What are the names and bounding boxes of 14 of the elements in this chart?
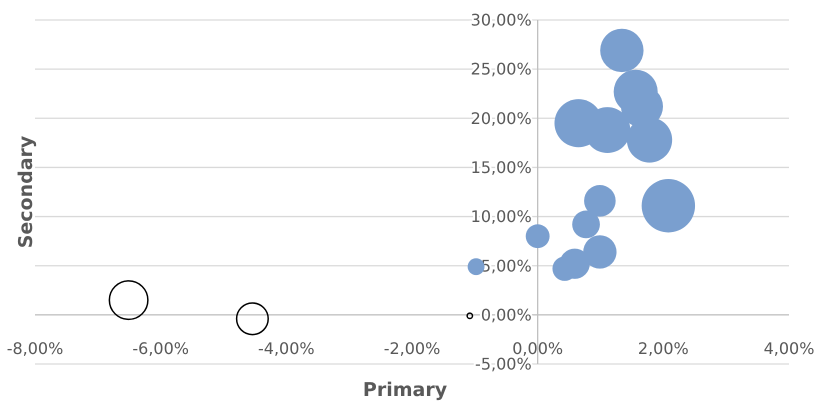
y-tick-label: 0,00%	[480, 305, 532, 324]
x-tick-label: -6,00%	[132, 339, 189, 358]
y-axis-title: Secondary	[15, 135, 37, 248]
y-tick-label: 10,00%	[470, 207, 532, 226]
x-tick-label: 4,00%	[764, 339, 814, 358]
y-tick-label: 15,00%	[470, 158, 532, 178]
x-tick-label: -2,00%	[384, 339, 440, 358]
y-tick-label: 25,00%	[470, 60, 532, 79]
x-tick-label: 2,00%	[638, 339, 689, 358]
x-tick-label: -8,00%	[6, 339, 64, 358]
x-tick-label: -4,00%	[258, 339, 315, 358]
y-tick-label: 30,00%	[470, 10, 532, 30]
y-tick-label: 20,00%	[470, 108, 532, 128]
x-axis-title: Primary	[362, 379, 448, 401]
